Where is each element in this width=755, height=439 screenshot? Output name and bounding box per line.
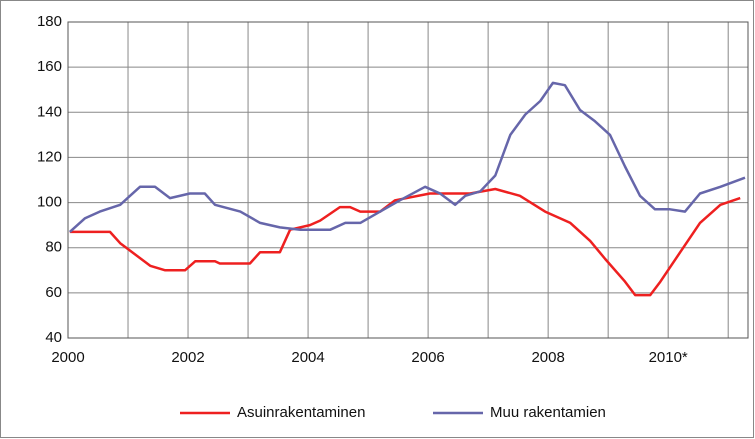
x-tick-label: 2002 bbox=[171, 349, 204, 366]
y-tick-label: 160 bbox=[37, 58, 62, 75]
x-tick-label: 2006 bbox=[411, 349, 444, 366]
line-series bbox=[68, 81, 746, 233]
y-tick-label: 40 bbox=[45, 329, 62, 346]
x-tick-label: 2000 bbox=[51, 349, 84, 366]
legend-label: Muu rakentamien bbox=[490, 404, 606, 421]
y-tick-label: 100 bbox=[37, 194, 62, 211]
plot-frame bbox=[67, 21, 749, 339]
x-tick-label: 2010* bbox=[649, 349, 688, 366]
legend-label: Asuinrakentaminen bbox=[237, 404, 365, 421]
y-tick-label: 140 bbox=[37, 103, 62, 120]
x-tick-label: 2008 bbox=[531, 349, 564, 366]
y-tick-label: 120 bbox=[37, 148, 62, 165]
y-tick-label: 60 bbox=[45, 284, 62, 301]
y-tick-label: 180 bbox=[37, 13, 62, 30]
line-series bbox=[69, 187, 741, 297]
x-tick-label: 2004 bbox=[291, 349, 324, 366]
y-tick-label: 80 bbox=[45, 239, 62, 256]
